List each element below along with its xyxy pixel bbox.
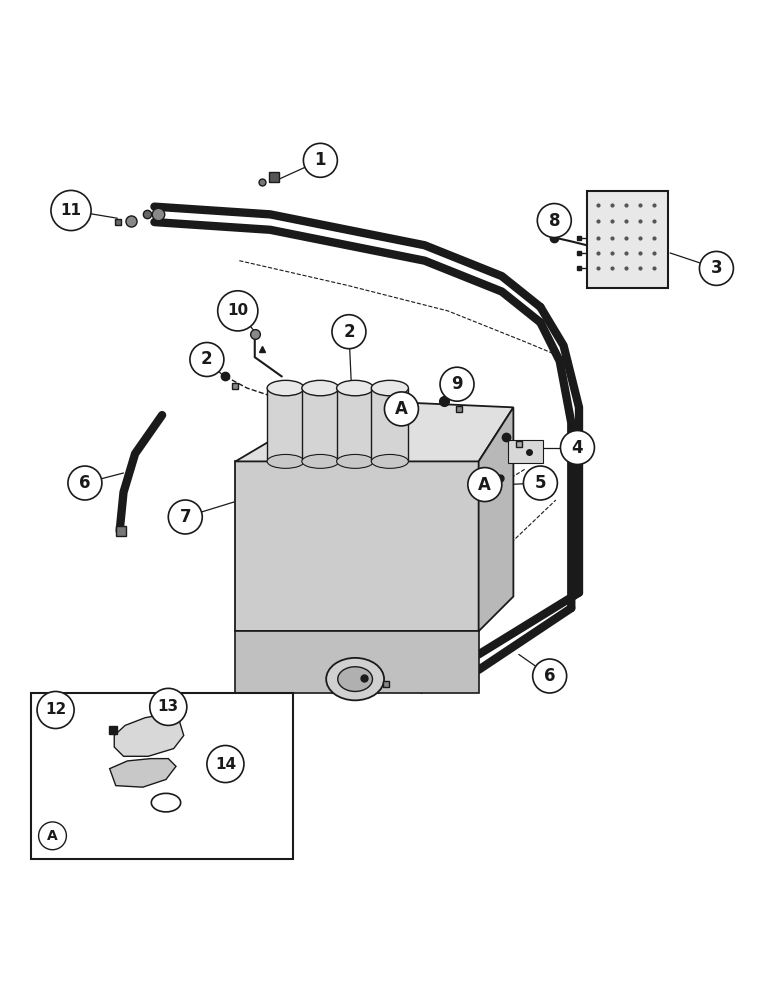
Ellipse shape [337, 380, 374, 396]
Text: 14: 14 [215, 757, 236, 772]
Bar [371, 388, 408, 461]
Text: 5: 5 [535, 474, 546, 492]
Circle shape [218, 291, 258, 331]
Text: 12: 12 [45, 702, 66, 717]
Circle shape [699, 251, 733, 285]
Circle shape [39, 822, 66, 850]
Bar [337, 388, 374, 461]
Polygon shape [235, 461, 479, 631]
Bar [31, 693, 293, 859]
Circle shape [207, 745, 244, 783]
Ellipse shape [302, 454, 339, 468]
Text: 1: 1 [315, 151, 326, 169]
Bar [508, 440, 543, 463]
Text: 3: 3 [710, 259, 723, 277]
Ellipse shape [267, 380, 304, 396]
Ellipse shape [326, 658, 384, 700]
Text: 10: 10 [227, 303, 249, 318]
Text: A: A [395, 400, 408, 418]
Ellipse shape [371, 380, 408, 396]
Ellipse shape [371, 454, 408, 468]
Circle shape [190, 343, 224, 376]
Polygon shape [114, 715, 184, 756]
Polygon shape [110, 759, 176, 787]
Text: A: A [47, 829, 58, 843]
Circle shape [37, 691, 74, 729]
Text: 4: 4 [571, 439, 584, 457]
Circle shape [150, 688, 187, 725]
Ellipse shape [337, 454, 374, 468]
Circle shape [51, 190, 91, 231]
Circle shape [168, 500, 202, 534]
Bar [302, 388, 339, 461]
Circle shape [468, 468, 502, 502]
Bar [267, 388, 304, 461]
Text: 11: 11 [60, 203, 82, 218]
Ellipse shape [267, 454, 304, 468]
Text: 9: 9 [451, 375, 463, 393]
Text: 2: 2 [201, 350, 213, 368]
Ellipse shape [302, 380, 339, 396]
Circle shape [68, 466, 102, 500]
Polygon shape [479, 407, 513, 631]
Polygon shape [235, 631, 479, 693]
Circle shape [560, 431, 594, 464]
Ellipse shape [337, 667, 372, 691]
Text: 6: 6 [544, 667, 555, 685]
Text: A: A [479, 476, 491, 494]
Text: 13: 13 [157, 699, 179, 714]
Circle shape [332, 315, 366, 349]
Circle shape [523, 466, 557, 500]
Polygon shape [235, 400, 513, 461]
Circle shape [537, 204, 571, 238]
Circle shape [303, 143, 337, 177]
Text: 2: 2 [343, 323, 355, 341]
Text: 7: 7 [179, 508, 191, 526]
Circle shape [384, 392, 418, 426]
Text: 8: 8 [549, 212, 560, 230]
Bar [587, 191, 668, 288]
Ellipse shape [151, 793, 181, 812]
Circle shape [533, 659, 567, 693]
Text: 6: 6 [80, 474, 90, 492]
Circle shape [440, 367, 474, 401]
